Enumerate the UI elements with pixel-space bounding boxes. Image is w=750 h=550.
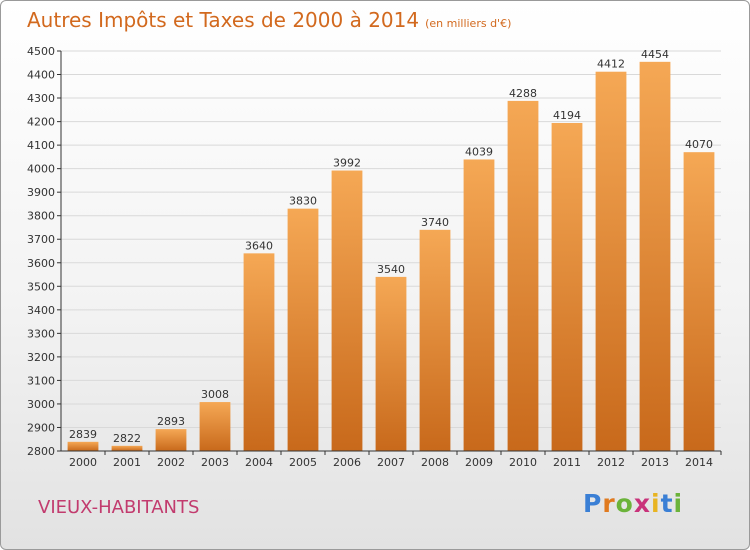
bar-value-label: 3540 [377,263,405,276]
y-tick-label: 4200 [27,116,55,129]
x-tick-label: 2004 [245,456,273,469]
bar [155,429,187,451]
bar [595,71,627,452]
logo-letter: r [602,489,616,518]
logo-letter: i [673,489,684,518]
y-tick-label: 3300 [27,327,55,340]
chart-title-text: Autres Impôts et Taxes de 2000 à 2014 [27,8,420,32]
proxiti-logo: Proxiti [583,489,683,518]
bar-value-label: 3740 [421,216,449,229]
x-tick-label: 2009 [465,456,493,469]
x-tick-label: 2006 [333,456,361,469]
logo-letter: i [651,489,661,518]
y-tick-label: 3200 [27,351,55,364]
bar [199,402,231,451]
bar-value-label: 4454 [641,48,669,61]
bar-value-label: 2893 [157,415,185,428]
bar [639,61,671,452]
logo-letter: o [615,489,634,518]
y-tick-label: 4400 [27,69,55,82]
bar [419,229,451,451]
bar-value-label: 4412 [597,58,625,71]
y-tick-label: 3400 [27,304,55,317]
bar [507,100,539,451]
bar-value-label: 3640 [245,239,273,252]
x-tick-label: 2000 [69,456,97,469]
x-tick-label: 2008 [421,456,449,469]
y-tick-label: 3900 [27,186,55,199]
bar [375,276,407,451]
bar [331,170,363,451]
bar-value-label: 2822 [113,432,141,445]
y-tick-label: 2800 [27,445,55,458]
bar-value-label: 3008 [201,388,229,401]
bar-value-label: 4070 [685,138,713,151]
place-name: VIEUX-HABITANTS [38,497,200,518]
bar-value-label: 4194 [553,109,581,122]
bar [243,253,275,451]
logo-letter: t [660,489,674,518]
bar-value-label: 2839 [69,428,97,441]
y-tick-label: 3500 [27,280,55,293]
x-tick-label: 2012 [597,456,625,469]
bar [111,445,143,451]
y-tick-label: 4300 [27,92,55,105]
x-tick-label: 2007 [377,456,405,469]
bar [287,208,319,451]
bar [551,123,583,451]
y-tick-label: 3600 [27,257,55,270]
y-tick-label: 3000 [27,398,55,411]
bar-value-label: 3992 [333,157,361,170]
logo-letter: P [583,489,603,518]
x-tick-label: 2010 [509,456,537,469]
x-tick-label: 2001 [113,456,141,469]
bar [683,152,715,452]
y-tick-label: 3100 [27,374,55,387]
y-tick-label: 4500 [27,45,55,58]
x-tick-label: 2013 [641,456,669,469]
y-tick-label: 4000 [27,163,55,176]
x-tick-label: 2003 [201,456,229,469]
bar [463,159,495,451]
bar [67,441,99,451]
bar-value-label: 4288 [509,87,537,100]
y-tick-label: 3800 [27,210,55,223]
x-tick-label: 2011 [553,456,581,469]
x-tick-label: 2005 [289,456,317,469]
logo-letter: x [633,489,651,518]
y-tick-label: 4100 [27,139,55,152]
bar-value-label: 4039 [465,145,493,158]
bar-value-label: 3830 [289,195,317,208]
x-tick-label: 2002 [157,456,185,469]
y-tick-label: 2900 [27,421,55,434]
chart-unit: (en milliers d'€) [425,17,512,30]
chart-title: Autres Impôts et Taxes de 2000 à 2014 (en… [27,8,511,32]
y-tick-label: 3700 [27,233,55,246]
x-tick-label: 2014 [685,456,713,469]
